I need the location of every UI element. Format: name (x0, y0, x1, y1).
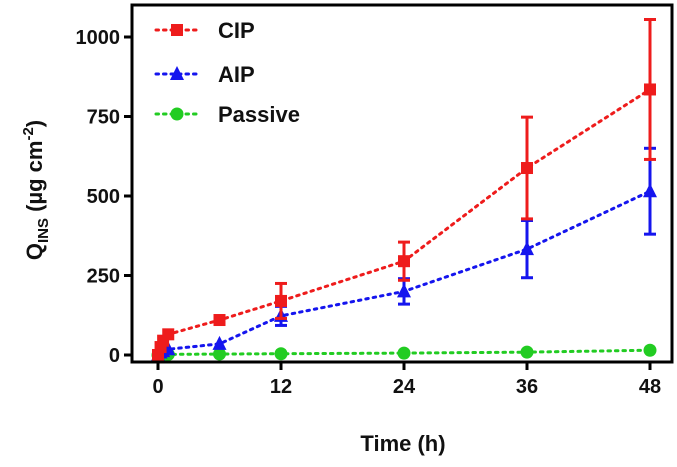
x-tick-label: 24 (393, 376, 416, 398)
y-axis-label-close: ) (22, 120, 47, 127)
y-tick-label: 1000 (76, 27, 121, 49)
y-tick-label: 750 (87, 107, 120, 129)
y-axis-label-sub: INS (35, 218, 52, 243)
data-point-passive (213, 347, 226, 361)
legend-marker-cip (171, 24, 183, 36)
data-point-aip (397, 283, 411, 298)
y-axis-label-units: (µg cm (22, 141, 47, 218)
y-axis-label-main: Q (22, 243, 47, 260)
legend-label-aip: AIP (218, 62, 255, 87)
data-point-passive (397, 346, 411, 360)
legend-label-cip: CIP (218, 18, 255, 43)
x-axis-label: Time (h) (360, 431, 445, 456)
legend-label-passive: Passive (218, 102, 300, 127)
data-point-cip (644, 83, 656, 96)
y-tick-label: 0 (109, 345, 120, 367)
data-point-passive (274, 347, 288, 361)
data-point-cip (275, 294, 287, 307)
x-tick-label: 12 (270, 376, 292, 398)
y-tick-label: 500 (87, 186, 120, 208)
plot-frame (130, 3, 674, 364)
data-point-cip (398, 255, 410, 268)
x-tick-label: 48 (639, 376, 661, 398)
data-point-aip (212, 335, 227, 350)
y-tick-label: 250 (87, 266, 120, 288)
y-axis-label: QINS (µg cm-2) (20, 120, 52, 260)
data-point-aip (520, 241, 534, 256)
x-tick-label: 0 (152, 376, 163, 398)
legend-marker-aip (170, 66, 184, 80)
data-point-passive (643, 343, 657, 357)
data-point-cip (521, 162, 533, 175)
data-point-cip (213, 314, 226, 327)
x-tick-label: 36 (516, 376, 538, 398)
data-point-aip (643, 183, 657, 198)
data-point-passive (520, 345, 534, 359)
data-point-cip (162, 328, 175, 341)
legend-marker-passive (170, 107, 184, 121)
y-axis-label-sup: -2 (20, 127, 37, 140)
series-line-cip (156, 87, 652, 357)
